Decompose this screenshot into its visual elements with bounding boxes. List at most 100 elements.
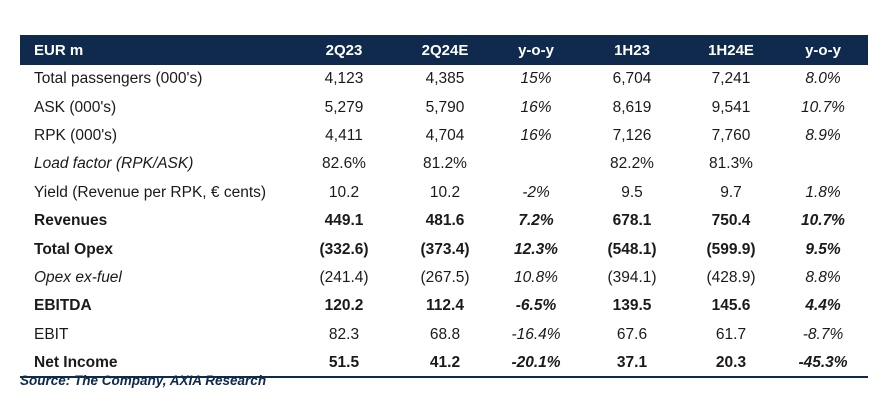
row-label: Revenues: [34, 212, 108, 230]
cell-yoy-quarter: 12.3%: [514, 240, 558, 258]
cell-yoy-half: 8.0%: [805, 70, 841, 88]
cell-1h24e: 750.4: [711, 212, 751, 230]
row-label: ASK (000's): [34, 98, 117, 116]
row-label: Load factor (RPK/ASK): [34, 155, 194, 173]
cell-2q23: 120.2: [324, 297, 364, 315]
cell-yoy-half: 10.7%: [801, 212, 845, 230]
cell-1h24e: (428.9): [706, 268, 756, 286]
cell-2q23: 5,279: [324, 98, 364, 116]
header-1h24e: 1H24E: [708, 41, 754, 59]
cell-1h23: 678.1: [612, 212, 652, 230]
table-row: Revenues 449.1 481.6 7.2% 678.1 750.4 10.7%: [20, 207, 868, 235]
cell-1h23: 82.2%: [610, 155, 654, 173]
table-row: RPK (000's) 4,411 4,704 16% 7,126 7,760 8.9%: [20, 122, 868, 150]
cell-2q24e: 41.2: [398, 348, 492, 379]
cell-1h23: 37.1: [580, 348, 684, 379]
cell-1h23: (394.1): [607, 268, 657, 286]
cell-1h24e: 145.6: [711, 297, 751, 315]
cell-yoy-half: -8.7%: [802, 325, 844, 343]
header-currency: EUR m: [34, 41, 84, 59]
cell-1h23: (548.1): [607, 240, 657, 258]
cell-2q23: 4,123: [324, 70, 364, 88]
cell-yoy-half: [778, 150, 868, 178]
row-label: Yield (Revenue per RPK, € cents): [34, 183, 267, 201]
source-note: Source: The Company, AXIA Research: [20, 373, 267, 388]
cell-1h24e: 7,760: [711, 126, 751, 144]
cell-2q24e: (373.4): [420, 240, 470, 258]
header-2q23: 2Q23: [325, 41, 363, 59]
cell-yoy-half: 10.7%: [801, 98, 845, 116]
row-label: RPK (000's): [34, 126, 118, 144]
cell-2q24e: 68.8: [429, 325, 461, 343]
table-row: Opex ex-fuel (241.4) (267.5) 10.8% (394.1) (4…: [20, 264, 868, 292]
row-label: Opex ex-fuel: [34, 268, 122, 286]
cell-yoy-quarter: -6.5%: [515, 297, 557, 315]
cell-1h24e: (599.9): [706, 240, 756, 258]
cell-2q23: 82.3: [328, 325, 360, 343]
cell-1h24e: 9.7: [720, 183, 742, 201]
cell-2q24e: 112.4: [426, 297, 464, 315]
cell-1h24e: 61.7: [715, 325, 747, 343]
cell-yoy-quarter: 10.8%: [514, 268, 558, 286]
row-label: Total Opex: [34, 240, 113, 258]
cell-1h23: 139.5: [612, 297, 652, 315]
cell-yoy-quarter: 15%: [520, 70, 552, 88]
cell-2q24e: 5,790: [425, 98, 465, 116]
cell-yoy-half: 8.9%: [805, 126, 841, 144]
cell-yoy-half: 1.8%: [805, 183, 841, 201]
table-row: Total passengers (000's) 4,123 4,385 15% 6,7…: [20, 65, 868, 93]
cell-2q24e: 4,385: [425, 70, 465, 88]
cell-1h24e: 7,241: [711, 70, 751, 88]
cell-yoy-quarter: -2%: [522, 183, 550, 201]
table-row: EBIT 82.3 68.8 -16.4% 67.6 61.7 -8.7%: [20, 321, 868, 349]
header-2q24e: 2Q24E: [421, 41, 469, 59]
cell-yoy-half: 8.8%: [805, 268, 841, 286]
cell-1h24e: 9,541: [711, 98, 751, 116]
cell-yoy-quarter: 7.2%: [518, 212, 554, 230]
cell-1h24e: 20.3: [684, 348, 778, 379]
row-label: EBIT: [34, 325, 69, 343]
table-row: Load factor (RPK/ASK) 82.6% 81.2% 82.2% 81.3…: [20, 150, 868, 178]
header-yoy-half: y-o-y: [805, 41, 841, 59]
cell-1h23: 6,704: [612, 70, 652, 88]
cell-yoy-half: 9.5%: [805, 240, 841, 258]
table-header-row: EUR m 2Q23 2Q24E y-o-y 1H23 1H24E y-o-y: [20, 35, 868, 65]
cell-yoy-quarter: -20.1%: [492, 348, 580, 379]
cell-2q23: 4,411: [325, 126, 363, 144]
cell-1h24e: 81.3%: [709, 155, 753, 173]
table-body: Total passengers (000's) 4,123 4,385 15% 6,7…: [20, 65, 868, 379]
cell-2q23: 51.5: [290, 348, 398, 379]
financials-table-container: EUR m 2Q23 2Q24E y-o-y 1H23 1H24E y-o-y …: [20, 35, 868, 379]
cell-2q24e: 4,704: [425, 126, 465, 144]
table-row: ASK (000's) 5,279 5,790 16% 8,619 9,541 10.7%: [20, 93, 868, 121]
cell-yoy-quarter: 16%: [520, 126, 552, 144]
row-label: Total passengers (000's): [34, 70, 203, 88]
financials-table: EUR m 2Q23 2Q24E y-o-y 1H23 1H24E y-o-y …: [20, 35, 868, 379]
cell-1h23: 67.6: [616, 325, 648, 343]
cell-2q24e: (267.5): [420, 268, 470, 286]
cell-yoy-quarter: 16%: [520, 98, 552, 116]
cell-2q23: (332.6): [319, 240, 369, 258]
cell-1h23: 9.5: [621, 183, 643, 201]
cell-2q23: 10.2: [328, 183, 360, 201]
cell-yoy-quarter: -16.4%: [511, 325, 561, 343]
table-row: EBITDA 120.2 112.4 -6.5% 139.5 145.6 4.4%: [20, 292, 868, 320]
cell-2q24e: 81.2%: [423, 155, 467, 173]
cell-2q23: 82.6%: [322, 155, 366, 173]
cell-2q24e: 481.6: [425, 212, 465, 230]
row-label: Net Income: [20, 348, 290, 379]
cell-yoy-half: -45.3%: [778, 348, 868, 379]
cell-yoy-half: 4.4%: [805, 297, 841, 315]
cell-2q23: 449.1: [324, 212, 364, 230]
cell-1h23: 7,126: [612, 126, 652, 144]
row-label: EBITDA: [34, 297, 92, 315]
cell-1h23: 8,619: [612, 98, 652, 116]
table-row: Total Opex (332.6) (373.4) 12.3% (548.1) (599…: [20, 235, 868, 263]
cell-2q24e: 10.2: [429, 183, 461, 201]
table-row: Net Income 51.5 41.2 -20.1% 37.1 20.3 -45.3%: [20, 348, 868, 379]
header-1h23: 1H23: [614, 41, 650, 59]
cell-yoy-quarter: [492, 150, 580, 178]
cell-2q23: (241.4): [319, 268, 369, 286]
header-yoy-quarter: y-o-y: [518, 41, 554, 59]
table-row: Yield (Revenue per RPK, € cents) 10.2 10.2…: [20, 179, 868, 207]
